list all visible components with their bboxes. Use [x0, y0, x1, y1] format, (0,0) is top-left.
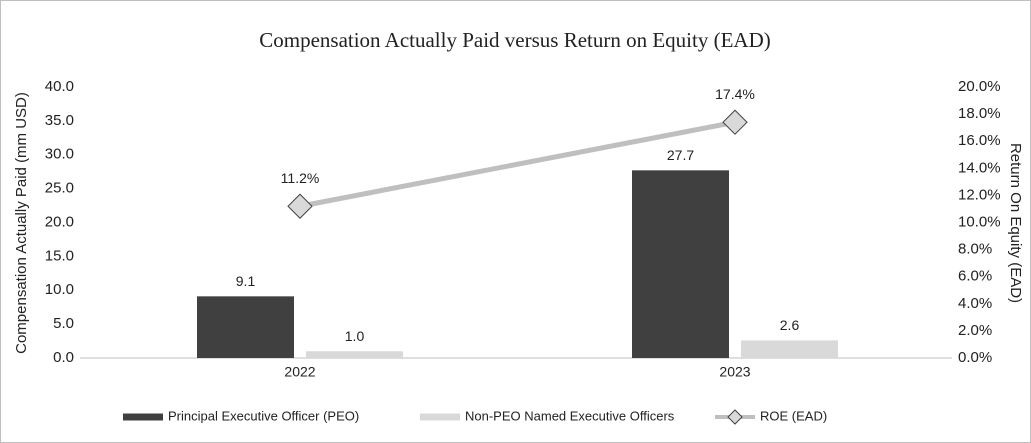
- y-tick-label: 35.0: [45, 112, 74, 129]
- y-tick-label: 40.0: [45, 78, 74, 95]
- data-label: 9.1: [236, 273, 256, 289]
- marker: [287, 193, 313, 219]
- data-label: 27.7: [667, 147, 694, 163]
- bar: [306, 351, 403, 358]
- legend-label: Non-PEO Named Executive Officers: [465, 408, 675, 423]
- line: [299, 119, 736, 209]
- data-label: 17.4%: [715, 86, 755, 102]
- x-tick-label: 2023: [719, 364, 750, 380]
- y-tick-label: 10.0: [45, 281, 74, 298]
- y2-tick-label: 10.0%: [958, 213, 1001, 230]
- y2-tick-label: 12.0%: [958, 186, 1001, 203]
- y2-tick-label: 4.0%: [958, 295, 992, 312]
- y2-tick-label: 20.0%: [958, 78, 1001, 95]
- marker: [722, 109, 748, 135]
- data-label: 2.6: [780, 317, 800, 333]
- y2-tick-label: 16.0%: [958, 132, 1001, 149]
- y2-tick-label: 18.0%: [958, 105, 1001, 122]
- y-tick-label: 30.0: [45, 146, 74, 163]
- y-axis-label: Compensation Actually Paid (mm USD): [13, 92, 30, 354]
- legend-label: Principal Executive Officer (PEO): [168, 408, 359, 423]
- y-tick-label: 15.0: [45, 247, 74, 264]
- bar: [197, 296, 294, 358]
- legend-swatch: [420, 413, 460, 421]
- x-tick-label: 2022: [284, 364, 315, 380]
- bar: [741, 340, 838, 358]
- data-label: 1.0: [345, 328, 365, 344]
- legend-swatch: [727, 409, 743, 425]
- y2-tick-label: 14.0%: [958, 159, 1001, 176]
- data-label: 11.2%: [281, 170, 320, 186]
- y2-tick-label: 6.0%: [958, 268, 992, 285]
- legend-label: ROE (EAD): [760, 408, 827, 423]
- y-tick-label: 20.0: [45, 213, 74, 230]
- y2-tick-label: 2.0%: [958, 322, 992, 339]
- bar: [632, 170, 729, 358]
- y2-tick-label: 0.0%: [958, 349, 992, 366]
- legend-swatch: [123, 413, 163, 421]
- y2-tick-label: 8.0%: [958, 241, 992, 258]
- y-tick-label: 0.0: [53, 349, 74, 366]
- y-tick-label: 5.0: [53, 315, 74, 332]
- y-tick-label: 25.0: [45, 180, 74, 197]
- y2-axis-label: Return On Equity (EAD): [1007, 143, 1024, 303]
- chart-title: Compensation Actually Paid versus Return…: [259, 28, 771, 52]
